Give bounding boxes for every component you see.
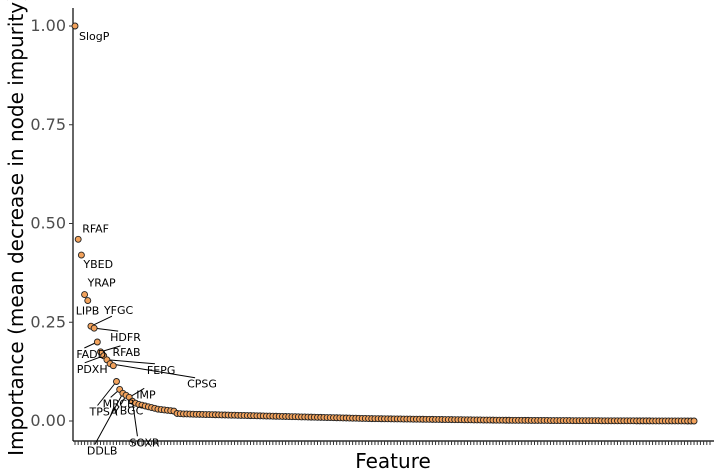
point-label: DDLB: [87, 444, 118, 457]
point-label: HDFR: [110, 331, 141, 344]
annotation-leader: [97, 381, 117, 406]
data-points: [71, 22, 698, 425]
annotation-leader: [94, 393, 124, 445]
annotation-leader: [131, 401, 138, 437]
point-label: TPSA: [88, 406, 118, 419]
annotation-leader: [94, 327, 119, 332]
y-tick-label: 0.25: [30, 312, 66, 331]
point-label: RFAB: [113, 346, 141, 359]
point-label: YBGC: [112, 404, 144, 417]
point-annotations: SlogP RFAF YBED YRAP LIPB YFGC HDFR FADD RFAB PDX…: [76, 30, 217, 457]
data-point: [81, 291, 89, 299]
point-label: RFAF: [82, 222, 109, 235]
point-label: YBED: [82, 258, 113, 271]
point-label: SlogP: [79, 30, 110, 43]
y-tick-label: 1.00: [30, 16, 66, 35]
point-label: CPSG: [187, 378, 217, 391]
point-label: MRCB: [103, 397, 135, 410]
data-point: [113, 378, 120, 385]
y-tick-label: 0.00: [30, 411, 66, 430]
y-tick-label: 0.50: [30, 214, 66, 233]
annotation-leader: [106, 359, 155, 365]
y-axis-title: Importance (mean decrease in node impuri…: [4, 0, 28, 456]
data-point: [93, 338, 101, 346]
point-label: FADD: [76, 348, 106, 361]
data-point: [90, 324, 98, 332]
x-axis-title: Feature: [355, 449, 431, 473]
x-ticks: [74, 441, 711, 445]
data-point: [71, 22, 79, 30]
point-label: SOXR: [129, 436, 159, 449]
point-label: PDXH: [77, 363, 108, 376]
y-tick-label: 0.75: [30, 115, 66, 134]
annotation-leaders: [84, 315, 196, 445]
annotation-leader: [100, 345, 121, 353]
data-point: [84, 297, 92, 304]
annotation-leader: [110, 363, 196, 379]
point-label: YFGC: [103, 304, 134, 317]
point-label: YRAP: [87, 277, 116, 290]
point-label: FEPG: [147, 364, 175, 377]
point-label: IMP: [136, 388, 156, 401]
point-label: LIPB: [76, 305, 100, 318]
data-point: [74, 235, 82, 243]
y-ticks: 0.00 0.25 0.50 0.75 1.00: [30, 16, 73, 430]
data-point: [77, 251, 85, 259]
annotation-leader: [90, 315, 113, 327]
data-point: [690, 417, 698, 425]
data-point: [109, 362, 117, 370]
